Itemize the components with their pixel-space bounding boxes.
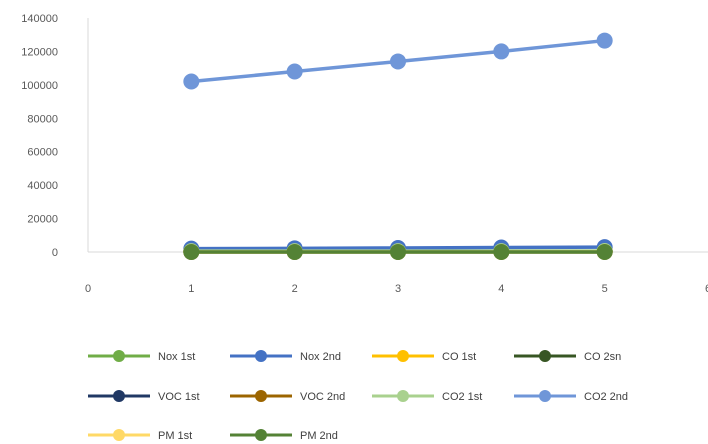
data-point [183,243,200,260]
data-point [286,63,303,80]
x-tick-label: 2 [292,283,298,295]
x-tick-label: 1 [188,283,194,295]
legend-item: VOC 2nd [230,390,345,403]
series-pm-2nd [183,243,613,260]
legend-swatch-marker [113,390,125,402]
legend-item: PM 2nd [230,429,338,442]
series-co2-2nd [183,32,613,90]
legend-swatch-marker [539,350,551,362]
data-point [183,73,200,90]
y-tick-label: 0 [52,247,58,259]
legend-swatch-marker [113,429,125,441]
y-tick-label: 120000 [21,46,58,58]
plot-area [183,32,613,260]
data-point [286,243,303,260]
legend-swatch-marker [397,390,409,402]
x-tick-label: 5 [602,283,608,295]
legend-item: PM 1st [88,429,192,442]
legend-swatch-marker [255,350,267,362]
y-tick-label: 60000 [27,147,58,159]
legend-item: Nox 1st [88,350,195,363]
y-tick-label: 100000 [21,80,58,92]
x-tick-label: 4 [498,283,504,295]
legend-item: CO 2sn [514,350,621,363]
legend-item: CO2 1st [372,390,482,403]
legend-label: PM 1st [158,430,192,442]
data-point [390,243,406,260]
data-point [493,243,510,260]
data-point [596,243,613,260]
data-point [390,53,406,70]
legend-label: Nox 1st [158,351,195,363]
legend-item: VOC 1st [88,390,200,403]
legend-swatch-marker [397,350,409,362]
legend-swatch-marker [255,390,267,402]
data-point [493,43,510,60]
y-tick-label: 140000 [21,13,58,25]
legend-swatch-marker [255,429,267,441]
legend-label: PM 2nd [300,430,338,442]
y-tick-label: 80000 [27,113,58,125]
y-tick-label: 40000 [27,180,58,192]
x-tick-label: 6 [705,283,708,295]
data-point [596,32,613,49]
legend-label: VOC 1st [158,391,200,403]
x-tick-label: 0 [85,283,91,295]
legend-label: CO2 2nd [584,391,628,403]
legend-label: Nox 2nd [300,351,341,363]
legend-item: CO2 2nd [514,390,628,403]
legend: Nox 1st Nox 2nd CO 1st CO 2sn VOC 1st VOC 2nd… [88,350,628,442]
legend-item: Nox 2nd [230,350,341,363]
legend-label: CO2 1st [442,391,482,403]
legend-label: VOC 2nd [300,391,345,403]
x-tick-label: 3 [395,283,401,295]
y-tick-label: 20000 [27,214,58,226]
legend-label: CO 1st [442,351,476,363]
legend-item: CO 1st [372,350,476,363]
legend-label: CO 2sn [584,351,621,363]
legend-swatch-marker [113,350,125,362]
legend-swatch-marker [539,390,551,402]
